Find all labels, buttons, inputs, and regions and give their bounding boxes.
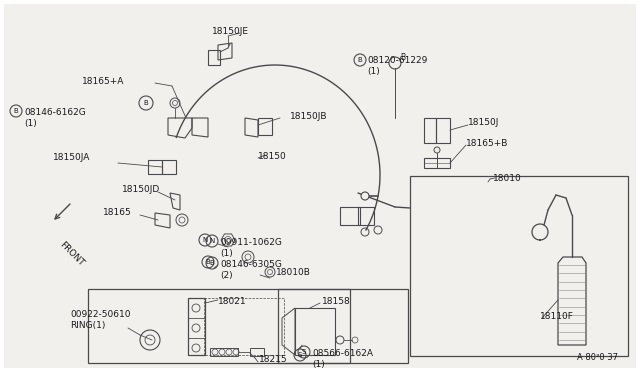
Text: 18150JD: 18150JD <box>122 185 160 194</box>
Text: 18150JB: 18150JB <box>290 112 328 121</box>
Text: 08146-6162G: 08146-6162G <box>24 108 86 117</box>
Text: (2): (2) <box>220 271 232 280</box>
Circle shape <box>242 251 254 263</box>
Text: 08146-6305G: 08146-6305G <box>220 260 282 269</box>
Circle shape <box>265 267 275 277</box>
Text: 18110F: 18110F <box>540 312 574 321</box>
Text: (1): (1) <box>312 360 324 369</box>
Text: N: N <box>209 238 214 244</box>
Text: 18150JE: 18150JE <box>212 27 249 36</box>
Text: B: B <box>401 52 406 61</box>
Text: 00922-50610: 00922-50610 <box>70 310 131 319</box>
Bar <box>278 289 408 363</box>
Text: 18150JA: 18150JA <box>53 153 90 162</box>
Text: A 80³0 37: A 80³0 37 <box>577 353 618 362</box>
Text: FRONT: FRONT <box>58 240 86 268</box>
Text: 08120-61229: 08120-61229 <box>367 56 428 65</box>
Text: 18150: 18150 <box>258 152 287 161</box>
Text: 18165: 18165 <box>103 208 132 217</box>
Text: 18165+B: 18165+B <box>466 139 508 148</box>
Text: 18021: 18021 <box>218 297 246 306</box>
Bar <box>88 289 350 363</box>
Text: (1): (1) <box>24 119 36 128</box>
Text: 08566-6162A: 08566-6162A <box>312 349 373 358</box>
Text: B: B <box>143 100 148 106</box>
Text: (1): (1) <box>220 249 233 258</box>
Text: 18158: 18158 <box>322 297 351 306</box>
Text: N: N <box>202 237 207 243</box>
Text: B: B <box>210 260 214 266</box>
Circle shape <box>176 214 188 226</box>
Text: 18010: 18010 <box>493 174 522 183</box>
Text: B: B <box>205 259 211 265</box>
Text: B: B <box>358 57 362 63</box>
Text: (1): (1) <box>367 67 380 76</box>
Text: 18150J: 18150J <box>468 118 499 127</box>
Text: S: S <box>298 352 302 358</box>
Text: 09911-1062G: 09911-1062G <box>220 238 282 247</box>
Circle shape <box>361 192 369 200</box>
Text: 18010B: 18010B <box>276 268 311 277</box>
Text: 18215: 18215 <box>259 355 287 364</box>
Bar <box>410 176 628 356</box>
Bar <box>204 298 284 355</box>
Text: S: S <box>302 349 306 355</box>
Text: B: B <box>13 108 19 114</box>
Text: 18165+A: 18165+A <box>82 77 124 86</box>
Text: RING(1): RING(1) <box>70 321 106 330</box>
